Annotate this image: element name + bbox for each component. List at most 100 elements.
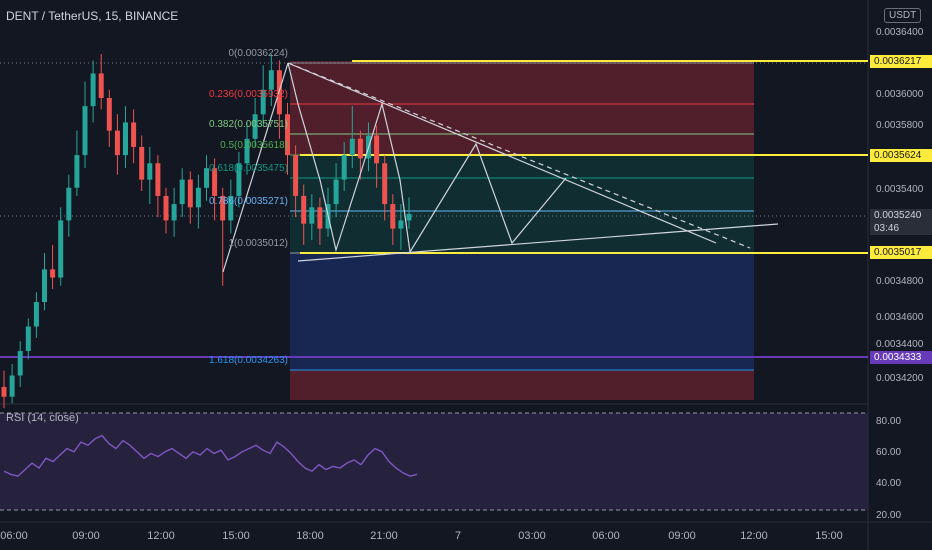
candle-body — [90, 73, 96, 107]
candle-body — [293, 155, 299, 196]
fib-label: 0(0.0036224) — [228, 48, 289, 59]
candle-body — [260, 89, 266, 115]
fib-label: 1(0.0035012) — [228, 238, 289, 249]
wave-projection — [287, 62, 567, 254]
candle-body — [268, 70, 274, 90]
candle-body — [187, 179, 193, 208]
candle-body — [406, 213, 412, 221]
time-tick: 15:00 — [222, 530, 250, 542]
fib-label: 0.786(0.0035271) — [209, 196, 288, 207]
price-box-last: 0.0035240 03:46 — [870, 209, 932, 235]
price-tick: 0.0034200 — [876, 373, 924, 384]
candle-body — [123, 122, 128, 156]
time-tick: 09:00 — [72, 530, 100, 542]
time-tick: 21:00 — [370, 530, 398, 542]
price-box-support: 0.0035017 — [870, 246, 932, 259]
fib-label: 0.382(0.0035751) — [209, 119, 288, 130]
candle-body — [236, 163, 242, 196]
candle-body — [349, 138, 355, 156]
price-box-resistance-2: 0.0035624 — [870, 149, 932, 162]
candle-body — [220, 195, 226, 221]
drawings — [222, 62, 779, 273]
candle-body — [390, 204, 396, 229]
fib-label: 0.618(0.0035475) — [209, 163, 288, 174]
time-tick: 7 — [454, 530, 462, 542]
time-tick: 06:00 — [592, 530, 620, 542]
candle-body — [25, 326, 31, 352]
rsi-tick: 60.00 — [876, 447, 902, 458]
candle-body — [147, 163, 153, 180]
candle-body — [98, 73, 104, 98]
candle-body — [114, 130, 120, 156]
candle-body — [1, 386, 7, 397]
rsi-tick: 80.00 — [876, 416, 902, 427]
target-zone — [290, 155, 754, 253]
candle-body — [33, 302, 39, 327]
entry-zone — [290, 253, 754, 370]
candle-body — [179, 179, 185, 205]
stop-zone-bottom — [290, 370, 754, 400]
time-tick: 18:00 — [296, 530, 324, 542]
candle-body — [66, 187, 72, 221]
candle-body — [398, 220, 404, 229]
candle-body — [58, 220, 64, 278]
price-tick: 0.0036400 — [876, 27, 924, 38]
trend-line-up — [222, 62, 289, 273]
countdown: 03:46 — [874, 223, 900, 234]
chart-title: DENT / TetherUS, 15, BINANCE — [6, 9, 179, 23]
candle-body — [9, 375, 15, 397]
candle-body — [155, 163, 161, 196]
candle-body — [285, 114, 290, 156]
last-price: 0.0035240 — [874, 210, 922, 221]
candle-body — [42, 269, 47, 303]
triangle-top-dashed — [287, 62, 751, 249]
price-tick: 0.0035400 — [876, 184, 924, 195]
fib-label: 0.236(0.0035932) — [209, 89, 288, 100]
price-tick: 0.0034800 — [876, 276, 924, 287]
candle-body — [244, 138, 250, 164]
time-tick: 06:00 — [0, 530, 28, 542]
candle-body — [106, 97, 112, 131]
triangle-top-line — [287, 62, 717, 244]
candle-body — [204, 168, 209, 188]
candle-body — [131, 122, 137, 147]
rsi-band — [0, 413, 868, 510]
candle-body — [228, 195, 234, 221]
candle-body — [82, 106, 88, 156]
candle-body — [74, 155, 80, 188]
candle-body — [163, 195, 169, 221]
candle-body — [17, 351, 23, 376]
candle-body — [374, 135, 380, 164]
candle-body — [357, 138, 363, 159]
candle-body — [382, 163, 388, 205]
price-tick: 0.0034400 — [876, 339, 924, 350]
candle-body — [139, 146, 145, 180]
candle-body — [252, 114, 258, 139]
price-box-resistance-1: 0.0036217 — [870, 55, 932, 68]
rsi-tick: 40.00 — [876, 478, 902, 489]
price-tick: 0.0035800 — [876, 120, 924, 131]
time-tick: 12:00 — [740, 530, 768, 542]
triangle-bottom-line — [297, 223, 779, 262]
price-tick: 0.0034600 — [876, 312, 924, 323]
candle-body — [341, 155, 347, 180]
fib-label: 1.618(0.0034263) — [209, 355, 288, 366]
candle-body — [50, 269, 56, 278]
candle-body — [212, 168, 218, 196]
time-tick: 15:00 — [815, 530, 843, 542]
candle-body — [309, 207, 315, 224]
candle-body — [195, 187, 201, 208]
time-tick: 03:00 — [518, 530, 546, 542]
rsi-tick: 20.00 — [876, 510, 902, 521]
fib-label: 0.5(0.0035618) — [220, 140, 288, 151]
time-tick: 09:00 — [668, 530, 696, 542]
price-box-purple: 0.0034333 — [870, 351, 932, 364]
currency-badge[interactable]: USDT — [884, 8, 922, 23]
rsi-line — [3, 434, 418, 477]
candle-body — [317, 207, 323, 229]
candle-body — [301, 195, 307, 224]
time-tick: 12:00 — [147, 530, 175, 542]
candle-body — [333, 179, 339, 205]
